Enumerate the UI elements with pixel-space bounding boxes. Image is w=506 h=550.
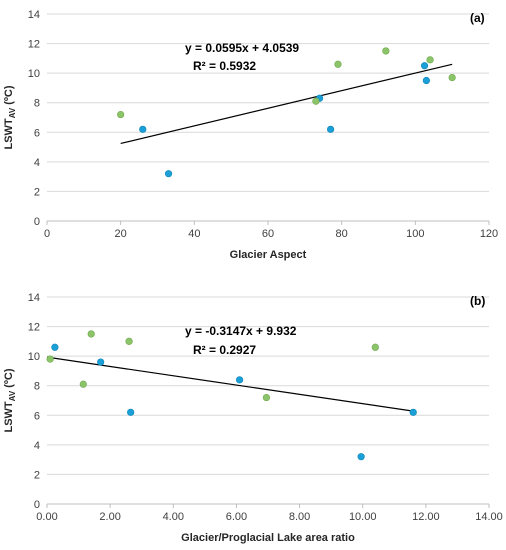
r-squared-label: R² = 0.5932 [193, 59, 256, 73]
trendline-equation: y = 0.0595x + 4.0539 [185, 41, 299, 55]
data-point-blue [164, 170, 173, 178]
data-point-blue [139, 125, 147, 133]
x-tick-label: 12.00 [412, 511, 440, 523]
y-tick-label: 8 [34, 381, 40, 393]
y-tick-label: 6 [34, 127, 40, 139]
x-tick-label: 10.00 [349, 511, 377, 523]
y-tick-label: 0 [34, 216, 40, 228]
y-tick-label: 2 [34, 469, 40, 481]
y-tick-label: 6 [34, 410, 40, 422]
x-tick-label: 14.00 [475, 511, 503, 523]
panel-a: 0 2 4 6 8 10 12 14 0 20 40 60 80 100 120 Glacier Aspect… [3, 9, 498, 261]
data-point-green [79, 380, 87, 388]
data-point-green [125, 337, 133, 345]
y-tick-label: 14 [28, 292, 40, 304]
data-point-green [448, 73, 456, 82]
trendline [46, 356, 414, 412]
y-axis-title-unit: (ºC) [3, 368, 15, 391]
x-tick-label: 0 [44, 228, 50, 240]
trendline-equation: y = -0.3147x + 9.932 [185, 324, 297, 338]
y-tick-label: 12 [28, 322, 40, 334]
x-tick-label: 8.00 [289, 511, 310, 523]
data-point-green [426, 56, 434, 64]
data-point-green [382, 47, 390, 55]
data-point-green [262, 393, 271, 402]
data-point-blue [51, 343, 59, 351]
x-tick-label: 0.00 [36, 511, 57, 523]
x-tick-label: 80 [336, 228, 348, 240]
y-tick-label: 12 [28, 39, 40, 51]
y-axis-title-unit: (ºC) [3, 85, 15, 108]
data-point-green [312, 97, 320, 105]
trendline [120, 63, 453, 145]
x-tick-label: 6.00 [226, 511, 247, 523]
y-axis-title-main: LSWT [3, 401, 15, 432]
y-tick-label: 10 [28, 351, 40, 363]
y-tick-label: 14 [28, 9, 40, 21]
data-point-green [87, 330, 95, 338]
panel-label: (a) [470, 11, 485, 25]
data-point-blue [357, 453, 365, 461]
y-axis-title-main: LSWT [3, 118, 15, 149]
panel-label: (b) [470, 294, 485, 308]
data-point-blue [420, 62, 429, 70]
data-point-green [117, 110, 125, 119]
x-axis-title: Glacier Aspect [230, 249, 307, 261]
data-point-blue [422, 76, 430, 85]
y-tick-label: 8 [34, 98, 40, 110]
data-point-green [371, 343, 379, 351]
x-tick-label: 4.00 [163, 511, 184, 523]
y-tick-label: 10 [28, 68, 40, 80]
data-point-blue [327, 125, 335, 133]
x-tick-label: 20 [115, 228, 127, 240]
data-point-green [334, 60, 342, 68]
y-axis-title: LSWTAV (ºC) [3, 85, 17, 149]
x-tick-label: 120 [480, 228, 498, 240]
y-axis-title-subscript: AV [8, 390, 17, 401]
y-tick-label: 4 [34, 440, 40, 452]
y-axis-title: LSWTAV (ºC) [3, 368, 17, 432]
x-tick-label: 40 [188, 228, 200, 240]
data-point-green [46, 355, 54, 363]
y-axis-title-subscript: AV [8, 107, 17, 118]
x-axis-title: Glacier/Proglacial Lake area ratio [181, 532, 355, 544]
data-point-blue [409, 408, 417, 416]
data-point-blue [235, 376, 244, 384]
y-tick-label: 0 [34, 499, 40, 511]
y-tick-label: 2 [34, 186, 40, 198]
data-point-blue [127, 408, 135, 416]
r-squared-label: R² = 0.2927 [193, 343, 256, 357]
panel-b: 0 2 4 6 8 10 12 14 0.00 2.00 4.00 6.00 8.00 10.00 12.0… [3, 292, 503, 544]
data-point-blue [97, 358, 105, 366]
x-tick-label: 100 [406, 228, 424, 240]
y-tick-label: 4 [34, 157, 40, 169]
x-tick-label: 60 [262, 228, 274, 240]
x-tick-label: 2.00 [99, 511, 120, 523]
